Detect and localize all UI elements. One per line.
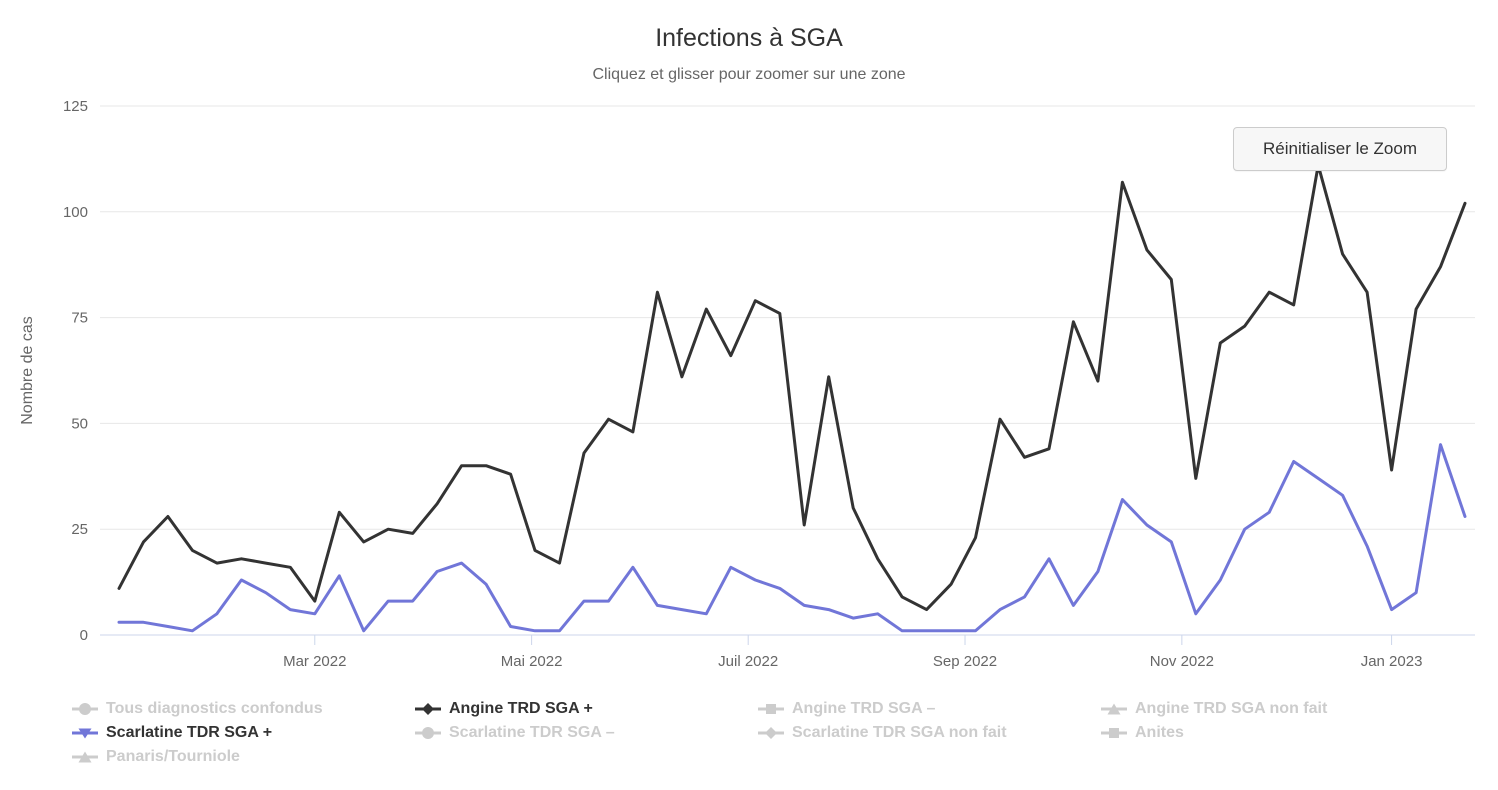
y-tick-label: 125 [63, 98, 88, 115]
triangle-down-marker-icon [72, 728, 98, 739]
legend-item-label: Anites [1135, 724, 1184, 741]
legend: Tous diagnostics confondus Angine TRD SGA… [72, 697, 1444, 769]
legend-item-label: Scarlatine TDR SGA non fait [792, 724, 1007, 741]
legend-item-scarlatine-tdr-sga[interactable]: Scarlatine TDR SGA + [72, 724, 415, 742]
legend-item-label: Angine TRD SGA – [792, 700, 936, 717]
legend-item-angine-trd-sga-non-fait[interactable]: Angine TRD SGA non fait [1101, 700, 1444, 718]
legend-item-angine-trd-sga[interactable]: Angine TRD SGA – [758, 700, 1101, 718]
legend-item-label: Scarlatine TDR SGA + [106, 724, 273, 741]
x-tick-label: Sep 2022 [933, 653, 997, 670]
y-tick-label: 75 [71, 310, 88, 327]
y-tick-label: 0 [80, 627, 88, 644]
square-marker-icon [1101, 728, 1127, 738]
legend-item-anites[interactable]: Anites [1101, 724, 1444, 742]
reset-zoom-button[interactable]: Réinitialiser le Zoom [1233, 127, 1447, 171]
plot-area[interactable]: 0 25 50 75 100 125 Mar 2022 Mai 2022 Juil 2022 Se… [0, 0, 1498, 690]
legend-item-angine-trd-sga[interactable]: Angine TRD SGA + [415, 700, 758, 718]
x-tick-label: Juil 2022 [718, 653, 778, 670]
diamond-marker-icon [758, 727, 784, 739]
y-axis-title: Nombre de cas [19, 316, 36, 425]
x-tick-label: Nov 2022 [1150, 653, 1214, 670]
y-tick-label: 100 [63, 204, 88, 221]
legend-item-label: Scarlatine TDR SGA – [449, 724, 615, 741]
y-tick-label: 25 [71, 521, 88, 538]
x-tick-label: Mai 2022 [501, 653, 563, 670]
diamond-marker-icon [415, 703, 441, 715]
legend-item-label: Panaris/Tourniole [106, 748, 240, 765]
legend-item-tous-diagnostics-confondus[interactable]: Tous diagnostics confondus [72, 700, 415, 718]
square-marker-icon [758, 704, 784, 714]
triangle-marker-icon [1101, 703, 1127, 715]
series-line-scarlatine-tdr-sga[interactable] [117, 443, 1467, 633]
circle-marker-icon [415, 727, 441, 739]
legend-item-label: Tous diagnostics confondus [106, 700, 323, 717]
triangle-marker-icon [72, 751, 98, 763]
page-title: Infections à SGA [655, 24, 843, 52]
y-tick-label: 50 [71, 415, 88, 432]
series-line-angine-trd-sga[interactable] [117, 163, 1467, 612]
legend-item-scarlatine-tdr-sga-non-fait[interactable]: Scarlatine TDR SGA non fait [758, 724, 1101, 742]
legend-item-scarlatine-tdr-sga[interactable]: Scarlatine TDR SGA – [415, 724, 758, 742]
x-tick-label: Jan 2023 [1361, 653, 1423, 670]
circle-marker-icon [72, 703, 98, 715]
x-tick-label: Mar 2022 [283, 653, 346, 670]
legend-item-panaris-tourniole[interactable]: Panaris/Tourniole [72, 748, 415, 766]
page-subtitle: Cliquez et glisser pour zoomer sur une z… [592, 66, 906, 83]
legend-item-label: Angine TRD SGA + [449, 700, 593, 717]
legend-item-label: Angine TRD SGA non fait [1135, 700, 1328, 717]
